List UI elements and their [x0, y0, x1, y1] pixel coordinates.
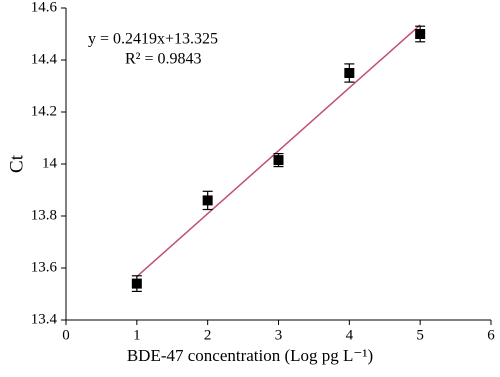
fit-line — [136, 24, 421, 278]
point — [131, 278, 142, 289]
point — [415, 29, 426, 39]
x-axis-label: BDE-47 concentration (Log pg L⁻¹) — [127, 346, 373, 365]
r-squared: R² = 0.9843 — [125, 51, 202, 68]
point — [344, 68, 355, 78]
y-tick-label: 14.2 — [31, 103, 57, 119]
x-tick-label: 6 — [487, 327, 495, 343]
x-tick-label: 2 — [204, 327, 212, 343]
y-axis-label: Ct — [6, 154, 27, 173]
y-tick-label: 13.6 — [31, 259, 58, 275]
x-tick-label: 3 — [275, 327, 283, 343]
point — [202, 195, 213, 206]
equation: y = 0.2419x+13.325 — [88, 31, 218, 48]
y-tick-label: 14.6 — [31, 0, 58, 15]
y-tick-label: 14 — [42, 155, 58, 171]
x-tick-label: 5 — [416, 327, 424, 343]
y-tick-label: 14.4 — [31, 51, 58, 67]
x-tick-label: 0 — [62, 327, 70, 343]
x-tick-label: 4 — [346, 327, 354, 343]
y-tick-label: 13.8 — [31, 207, 57, 223]
y-tick-label: 13.4 — [31, 311, 58, 327]
point — [273, 155, 284, 166]
x-tick-label: 1 — [133, 327, 141, 343]
